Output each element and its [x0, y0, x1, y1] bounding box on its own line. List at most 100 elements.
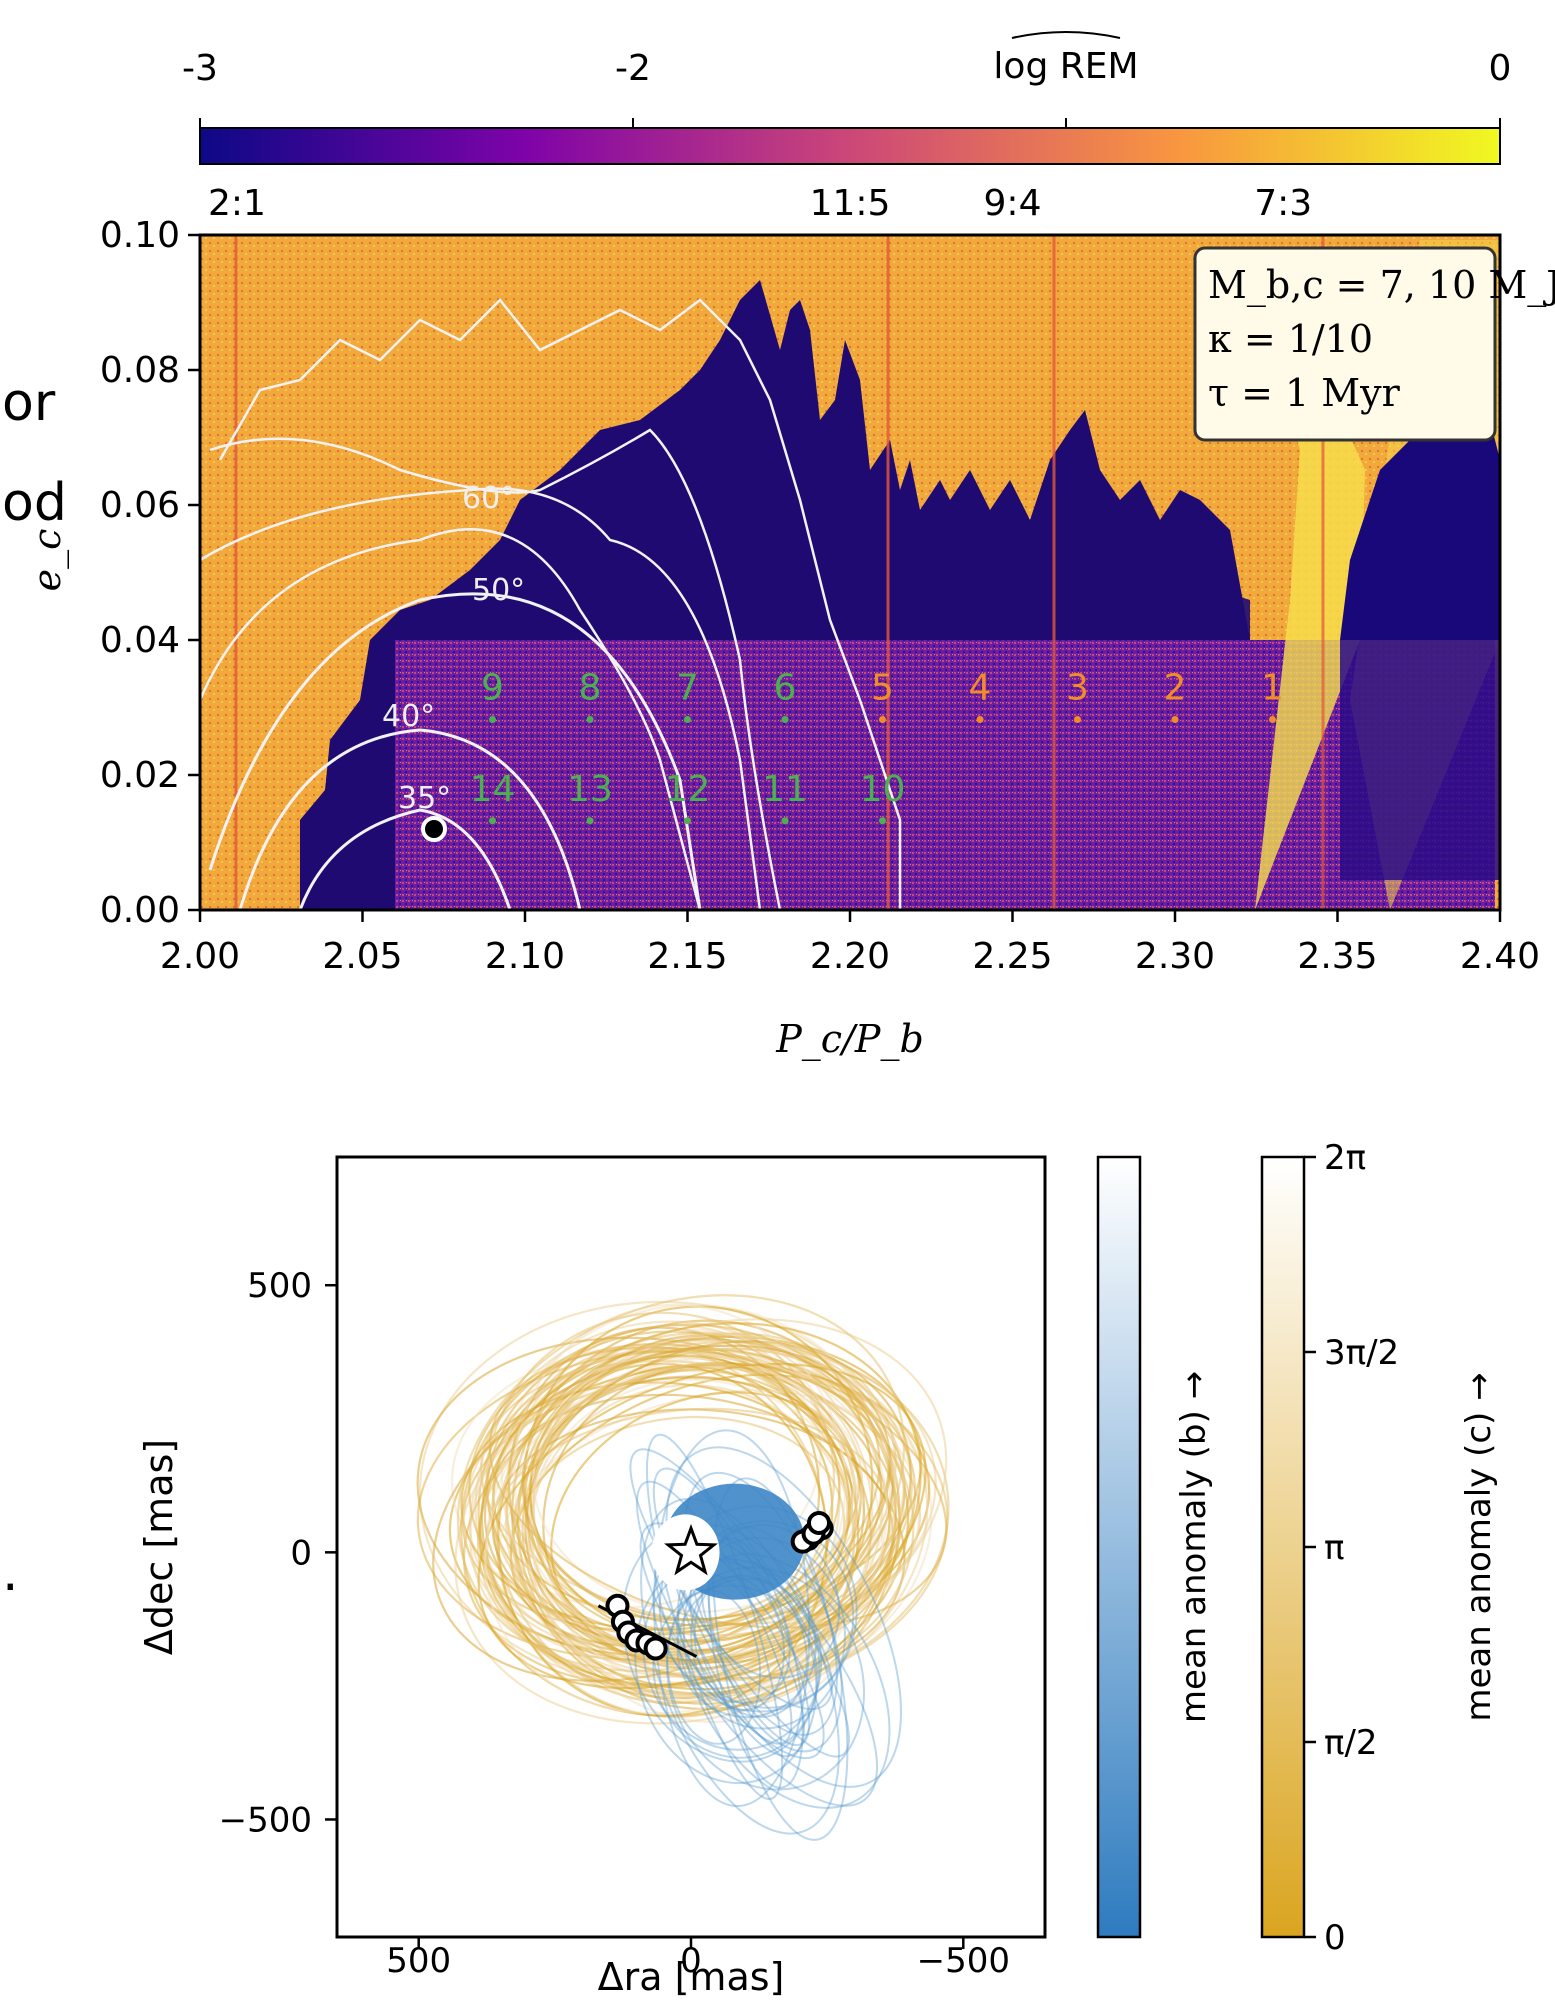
grid-point-label: 3 [1066, 668, 1089, 709]
orbit-chart: 500 0 −500 500 0 −500 Δra [mas] Δdec [mas] m… [137, 1138, 1499, 1999]
heatmap-y-label: e_c [25, 529, 70, 592]
orbit-x-ticks: 500 0 −500 [386, 1937, 1010, 1981]
orbit-x-label: Δra [mas] [598, 1955, 785, 1999]
resonance-labels: 2:1 11:5 9:4 7:3 [208, 183, 1312, 224]
annotation-mass: M_b,c = 7, 10 M_Jup [1208, 263, 1555, 308]
side-text-2: od [2, 473, 67, 533]
grid-point-dot [1074, 716, 1081, 723]
heatmap-x-tick-label: 2.30 [1135, 936, 1215, 977]
heatmap-x-tick-label: 2.15 [647, 936, 727, 977]
contour-label-35: 35° [398, 781, 451, 816]
heatmap-x-tick-label: 2.35 [1297, 936, 1377, 977]
annotation-tau: τ = 1 Myr [1208, 371, 1401, 415]
heatmap-y-tick-label: 0.00 [100, 890, 180, 931]
grid-point-dot [1269, 716, 1276, 723]
grid-point-dot [781, 817, 789, 825]
heatmap-y-tick-label: 0.02 [100, 755, 180, 796]
orbit-y-tick-label: 0 [290, 1533, 312, 1573]
colorbar-rem: -3 -2 0 log REM [182, 31, 1512, 165]
heatmap-x-ticks: 2.00 2.05 2.10 2.15 2.20 2.25 2.30 2.35 2.40 [160, 910, 1540, 977]
orbit-c-path [456, 1294, 906, 1672]
orbit-x-tick-label: −500 [917, 1941, 1010, 1981]
heatmap-y-tick-label: 0.08 [100, 350, 180, 391]
grid-point-dot [489, 716, 496, 723]
colorbar-c-tick-label: π [1324, 1528, 1344, 1568]
heatmap-y-tick-label: 0.06 [100, 485, 180, 526]
resonance-label: 7:3 [1254, 183, 1312, 224]
colorbar-c-tick-label: 2π [1324, 1138, 1366, 1178]
grid-point-label: 9 [481, 668, 504, 709]
grid-point-label: 12 [665, 769, 711, 810]
colorbar-label: log REM [993, 46, 1138, 87]
observation-b [806, 1510, 831, 1535]
orbit-b-path [653, 1429, 811, 1808]
colorbar-b-label: mean anomaly (b) → [1174, 1371, 1214, 1723]
heatmap-x-tick-label: 2.20 [810, 936, 890, 977]
orbit-y-ticks: 500 0 −500 [219, 1266, 337, 1840]
grid-point-dot [489, 817, 496, 825]
colorbar-b: mean anomaly (b) → [1096, 1155, 1214, 1939]
grid-point-label: 2 [1164, 668, 1187, 709]
orbit-b-path [676, 1577, 817, 1719]
colorbar-tick-neg3: -3 [182, 48, 218, 89]
side-text-1: or [2, 373, 56, 433]
orbit-c-path [485, 1311, 835, 1651]
heatmap-x-tick-label: 2.10 [485, 936, 565, 977]
contour-label-60: 60° [462, 481, 515, 516]
orbits-b [621, 1429, 902, 1841]
grid-point-label: 1 [1261, 668, 1284, 709]
orbit-c-path [505, 1363, 864, 1648]
grid-point-label: 8 [579, 668, 602, 709]
grid-point-dot [976, 716, 984, 723]
rem-heatmap-chart: -3 -2 0 log REM 2:1 11:5 9:4 7:3 [25, 31, 1555, 1062]
orbit-y-tick-label: −500 [219, 1800, 312, 1840]
orbit-y-label: Δdec [mas] [137, 1439, 181, 1655]
heatmap-x-tick-label: 2.00 [160, 936, 240, 977]
side-text-3: . [2, 1543, 19, 1603]
grid-point-label: 13 [567, 769, 613, 810]
grid-point-label: 6 [774, 668, 797, 709]
heatmap-x-tick-label: 2.40 [1460, 936, 1540, 977]
orbit-x-tick-label: 500 [386, 1941, 451, 1981]
orbit-area [337, 1157, 1045, 1937]
orbit-b-path [652, 1584, 819, 1759]
grid-point-dot [879, 716, 886, 723]
resonance-label: 9:4 [984, 183, 1042, 224]
grid-point-dot [684, 716, 691, 723]
grid-point-dot [781, 716, 789, 723]
grid-point-label: 10 [860, 769, 906, 810]
orbit-c-path [532, 1332, 896, 1670]
grid-point-dot [684, 817, 691, 825]
orbit-c-path [488, 1346, 948, 1629]
orbit-x-tick-label: 0 [680, 1941, 702, 1981]
orbit-b-path [639, 1522, 825, 1760]
orbit-b-path [711, 1477, 849, 1841]
colorbar-c-tick-label: 3π/2 [1324, 1333, 1399, 1373]
orbits-c [416, 1294, 950, 1725]
orbit-c-path [478, 1322, 922, 1687]
orbit-c-path [477, 1362, 927, 1690]
grid-point-dot [586, 817, 594, 825]
heatmap-x-label: P_c/P_b [775, 1017, 924, 1062]
orbit-b-path [640, 1497, 840, 1835]
resonance-label: 11:5 [810, 183, 891, 224]
colorbar-rem-gradient [199, 127, 1501, 165]
side-text: or od . [2, 373, 67, 1603]
heatmap-y-tick-label: 0.10 [100, 215, 180, 256]
orbit-y-tick-label: 500 [247, 1266, 312, 1306]
colorbar-c-tick-label: 0 [1324, 1918, 1346, 1958]
colorbar-tick-0: 0 [1489, 48, 1512, 89]
grid-point-dot [1171, 716, 1179, 723]
parameter-annotation: M_b,c = 7, 10 M_Jup κ = 1/10 τ = 1 Myr [1193, 246, 1555, 442]
colorbar-c: 0 π/2 π 3π/2 2π mean anomaly (c) → [1260, 1138, 1499, 1958]
observations [597, 1510, 834, 1661]
star-icon [664, 1523, 718, 1576]
grid-point-dot [879, 817, 886, 825]
annotation-kappa: κ = 1/10 [1208, 317, 1373, 361]
grid-point-label: 14 [470, 769, 516, 810]
grid-points: 9 8 7 6 5 4 3 2 1 14 13 12 11 10 [470, 668, 1284, 825]
orbit-c-path [511, 1319, 901, 1711]
colorbar-label-hat [1011, 31, 1121, 39]
grid-point-label: 5 [871, 668, 894, 709]
best-fit-marker [421, 816, 447, 842]
